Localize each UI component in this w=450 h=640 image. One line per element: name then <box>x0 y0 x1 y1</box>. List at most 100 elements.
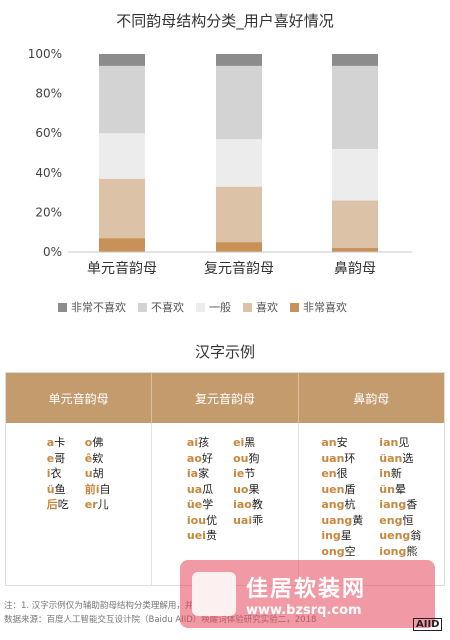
example-character: 星 <box>340 529 352 542</box>
final-sound: iong <box>379 544 407 558</box>
example-row: iou优 <box>187 513 217 529</box>
final-sound: uen <box>321 482 345 496</box>
bar-segment <box>99 133 145 179</box>
example-character: 卡 <box>54 436 66 449</box>
final-sound: 前i <box>84 482 100 496</box>
y-tick-label: 0% <box>43 245 62 259</box>
x-tick-label: 复元音韵母 <box>204 260 274 277</box>
final-sound: an <box>321 436 337 449</box>
example-character: 黑 <box>244 436 256 449</box>
example-list: ai孩 ao好 ia家 ua瓜 üe学 iou优 uei贵 <box>187 435 217 585</box>
watermark-url: www.bzsrq.com <box>246 602 362 618</box>
example-row: uo果 <box>233 482 263 498</box>
final-sound: ou <box>233 451 249 465</box>
legend-item: 一般 <box>196 299 231 315</box>
final-sound: ü <box>46 482 55 496</box>
bar-segment <box>99 238 145 252</box>
table-column: ai孩 ao好 ia家 ua瓜 üe学 iou优 uei贵 ei黑 ou狗 ie节 uo果 iao教 u… <box>152 423 299 585</box>
watermark: 佳居软装网 www.bzsrq.com <box>180 560 435 628</box>
legend-label: 非常不喜欢 <box>71 301 126 314</box>
legend-label: 喜欢 <box>256 301 278 314</box>
final-sound: ei <box>233 436 245 449</box>
example-row: ua瓜 <box>187 482 217 498</box>
bar-segment <box>99 65 145 134</box>
final-sound: en <box>321 467 337 480</box>
example-row: ai孩 <box>187 435 217 451</box>
example-row: uei贵 <box>187 528 217 544</box>
final-sound: ueng <box>379 529 411 542</box>
example-row: 前i自 <box>85 482 111 498</box>
final-sound: eng <box>379 513 403 527</box>
legend-label: 一般 <box>209 301 231 314</box>
example-character: 佛 <box>92 436 104 449</box>
legend-swatch <box>138 302 147 312</box>
legend-item: 非常喜欢 <box>290 299 347 315</box>
example-character: 吃 <box>57 498 69 511</box>
legend-item: 喜欢 <box>243 299 278 315</box>
example-character: 翁 <box>410 529 422 542</box>
example-row: üan选 <box>379 451 421 467</box>
example-character: 学 <box>202 498 214 511</box>
legend-label: 非常喜欢 <box>303 301 347 314</box>
final-sound: ong <box>321 544 345 558</box>
legend-label: 不喜欢 <box>151 301 184 314</box>
example-row: uan环 <box>321 451 363 467</box>
table-header-cell: 单元音韵母 <box>6 373 153 423</box>
example-character: 鱼 <box>54 482 66 496</box>
example-row: eng恒 <box>379 513 421 529</box>
table-header: 单元音韵母 复元音韵母 鼻韵母 <box>6 373 444 423</box>
example-character: 晕 <box>394 482 406 496</box>
example-row: ie节 <box>233 466 263 482</box>
x-tick-label: 单元音韵母 <box>87 260 157 277</box>
bar-segment <box>216 242 262 252</box>
table-column: a卡 e哥 i衣 ü鱼 后吃 o佛 ê欸 u胡 前i自 er儿 <box>6 423 153 585</box>
example-character: 教 <box>251 498 263 511</box>
example-row: o佛 <box>85 435 111 451</box>
final-sound: ian <box>379 436 399 449</box>
final-sound: ing <box>321 529 341 542</box>
final-sound: er <box>84 498 98 511</box>
example-row: ing星 <box>321 528 363 544</box>
example-character: 哥 <box>54 451 66 465</box>
example-row: er儿 <box>85 497 111 513</box>
final-sound: iou <box>186 513 207 527</box>
final-sound: i <box>46 467 51 480</box>
legend-item: 不喜欢 <box>138 299 184 315</box>
table-body: a卡 e哥 i衣 ü鱼 后吃 o佛 ê欸 u胡 前i自 er儿 ai孩 ao好 ia家 ua瓜 üe学 iou… <box>6 423 444 585</box>
example-list: an安 uan环 en很 uen盾 ang杭 uang黄 ing星 ong空 <box>321 435 363 585</box>
example-character: 盾 <box>344 482 356 496</box>
bar-segment <box>216 139 262 187</box>
bar-segment <box>216 186 262 243</box>
example-character: 熊 <box>406 544 418 558</box>
final-sound: a <box>46 436 55 449</box>
final-sound: 后 <box>46 498 58 511</box>
y-tick-label: 20% <box>35 205 62 219</box>
aiid-badge: AIID <box>413 618 443 631</box>
example-character: 节 <box>244 467 256 480</box>
bar-segment <box>99 54 145 66</box>
bar-segment <box>332 200 378 249</box>
table-column: an安 uan环 en很 uen盾 ang杭 uang黄 ing星 ong空 ian见 üan选 i… <box>299 423 444 585</box>
example-row: in新 <box>379 466 421 482</box>
bar-segment <box>332 54 378 66</box>
legend-swatch <box>243 302 252 312</box>
example-row: uen盾 <box>321 482 363 498</box>
final-sound: ang <box>321 498 345 511</box>
example-character: 环 <box>344 451 356 465</box>
example-row: ian见 <box>379 435 421 451</box>
final-sound: ao <box>186 451 202 465</box>
final-sound: uai <box>233 513 253 527</box>
example-row: a卡 <box>47 435 69 451</box>
example-row: ê欸 <box>85 451 111 467</box>
example-row: ia家 <box>187 466 217 482</box>
table-header-cell: 鼻韵母 <box>353 391 390 406</box>
example-character: 新 <box>390 467 402 480</box>
final-sound: uo <box>233 482 249 496</box>
example-row: ang杭 <box>321 497 363 513</box>
example-row: i衣 <box>47 466 69 482</box>
example-character: 欸 <box>92 451 104 465</box>
final-sound: o <box>84 436 93 449</box>
y-tick-label: 60% <box>35 126 62 140</box>
example-character: 儿 <box>97 498 109 511</box>
example-row: ün晕 <box>379 482 421 498</box>
